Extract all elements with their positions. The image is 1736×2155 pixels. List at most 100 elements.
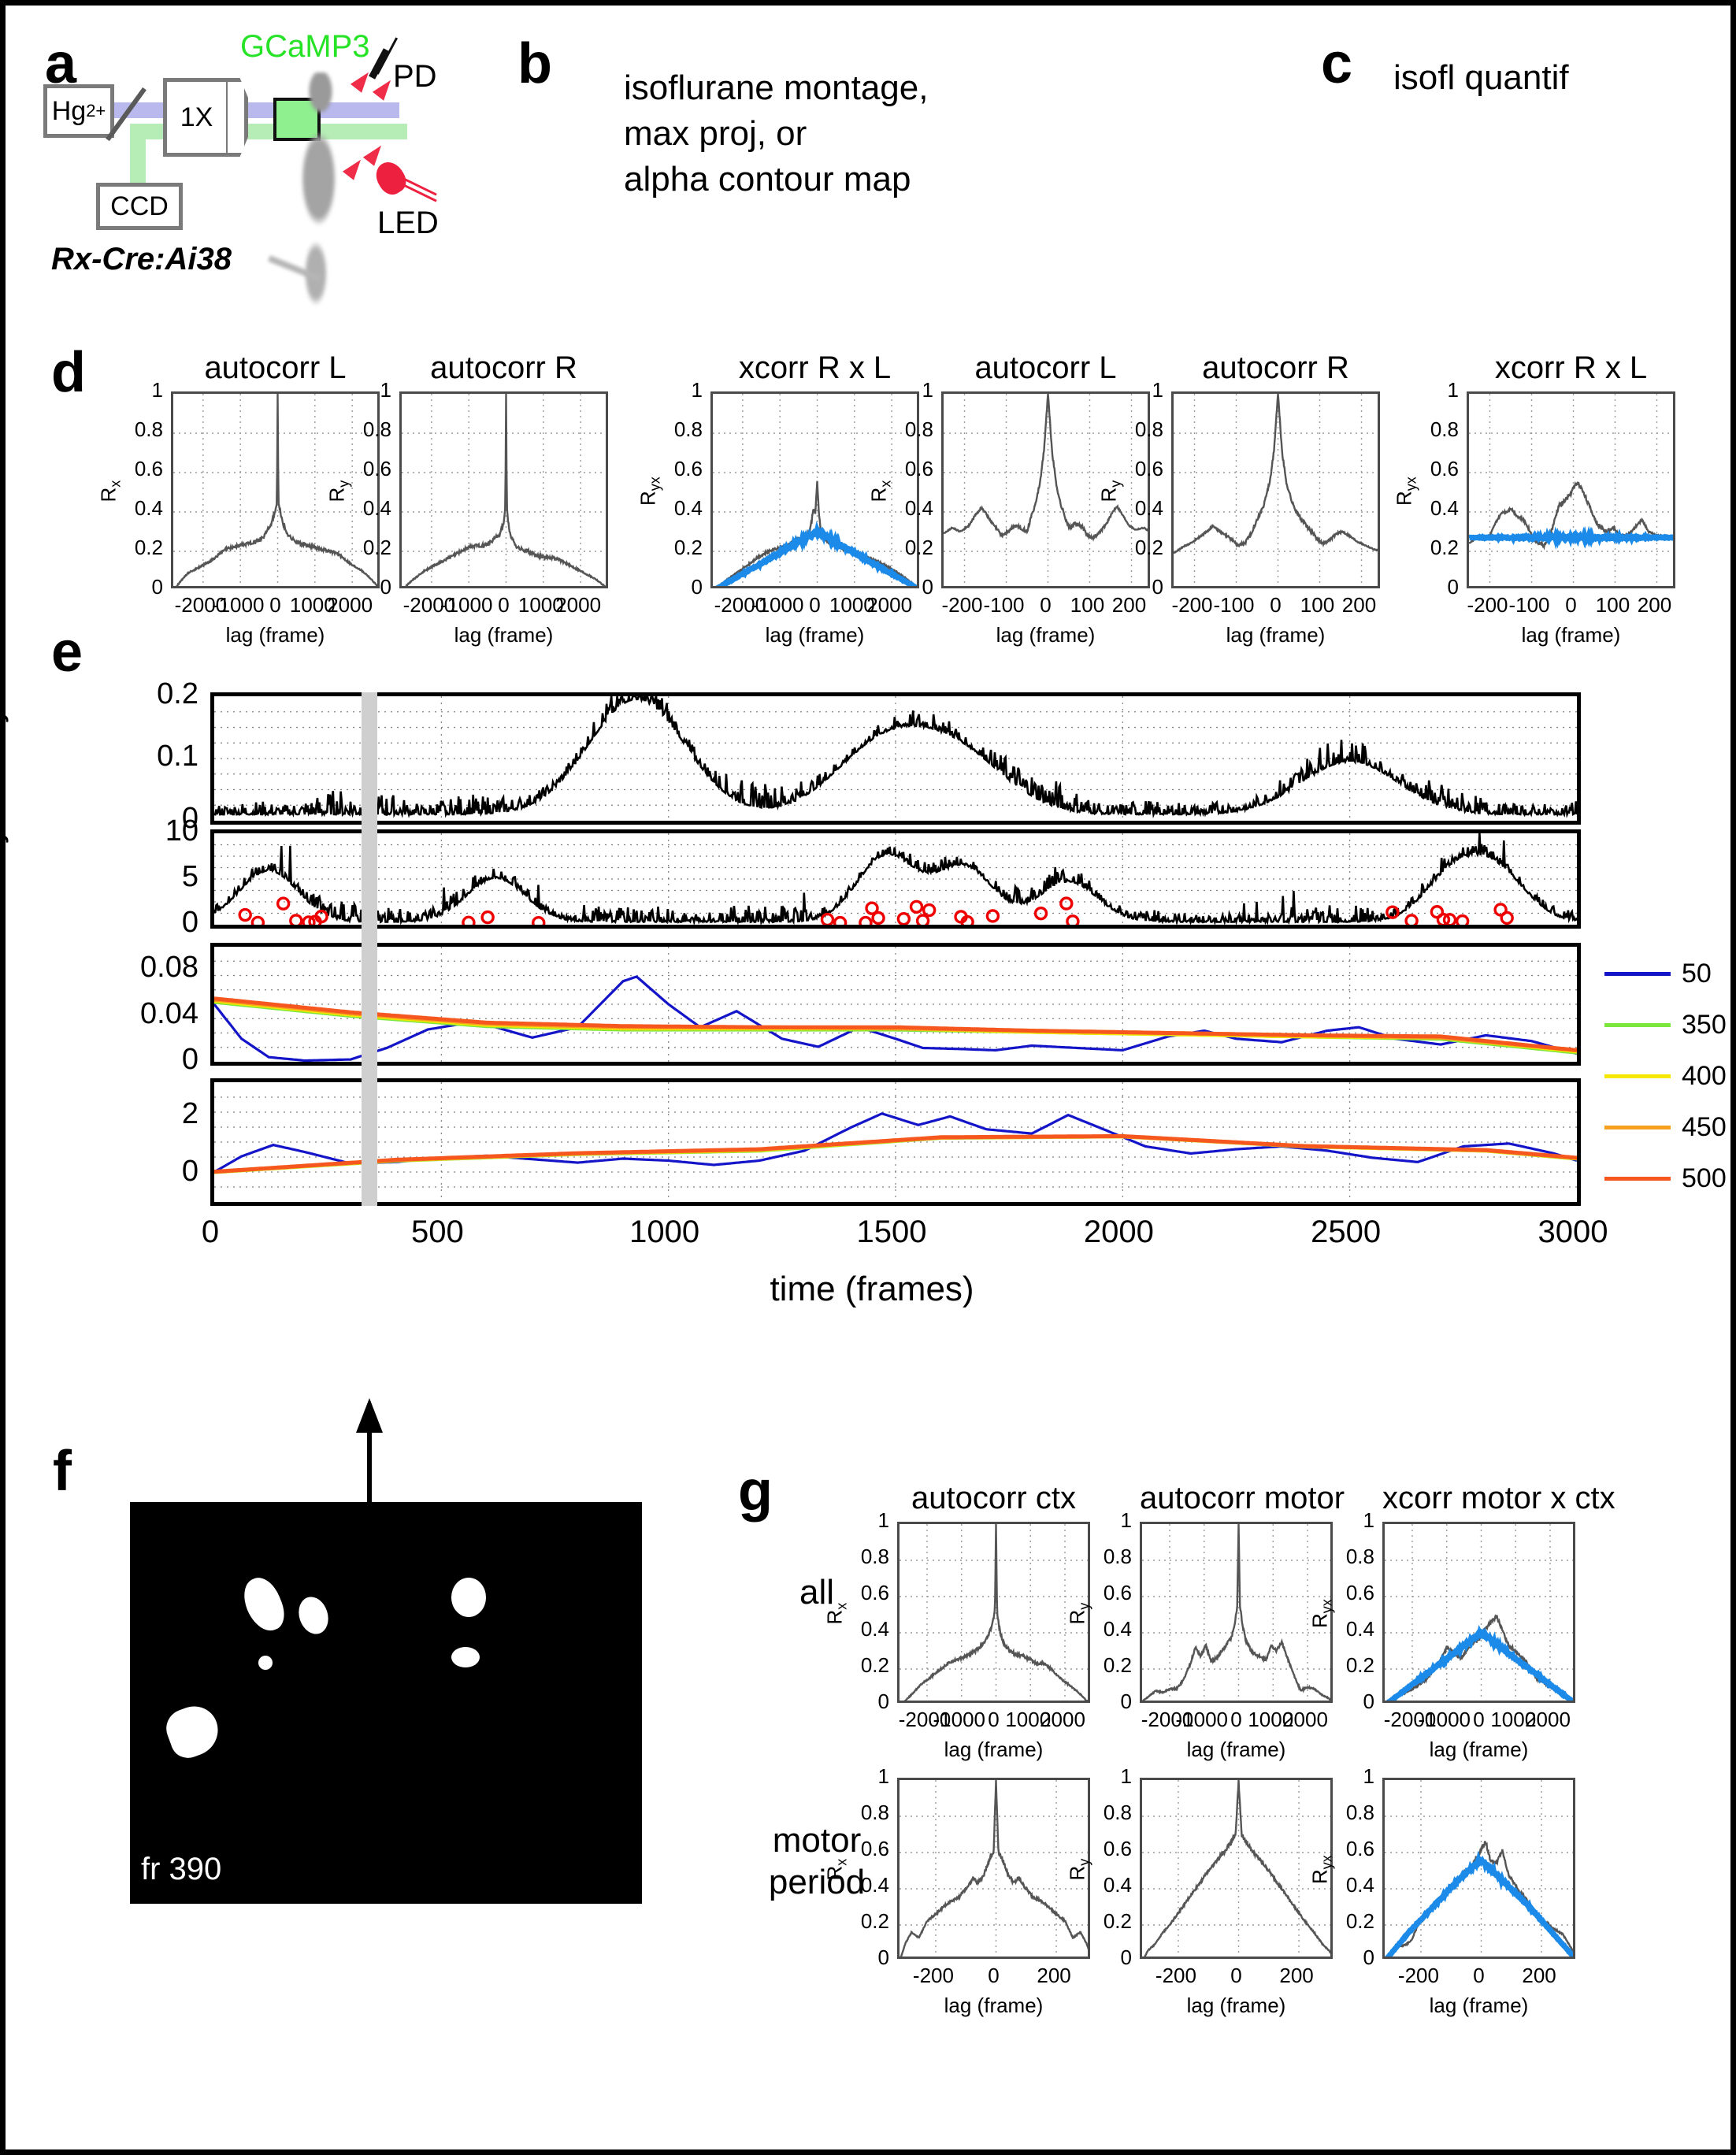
panel-d-plot-3-title: xcorr R x L	[738, 351, 892, 385]
panel-letter-b: b	[517, 32, 552, 95]
mercury-lamp-charge: 2+	[86, 101, 106, 121]
panel-d-plot-1-ytick: 0	[151, 575, 163, 599]
panel-d-plot-5-xtick: 200	[1341, 593, 1377, 617]
panel-a-diagram: Hg 2+ 1X CCD GCaMP3 PD LED	[37, 29, 494, 321]
panel-d-plot-5-xtick: 0	[1270, 593, 1282, 617]
panel-e-xtick: 3000	[1538, 1215, 1608, 1249]
panel-g-plot-3-xtick: 2000	[1525, 1708, 1571, 1731]
legend-entry-500: 500	[1604, 1163, 1727, 1194]
panel-g-plot-6-ytick: 0.8	[1345, 1801, 1374, 1824]
panel-g-plot-4-ytick: 0	[877, 1945, 889, 1969]
legend-label: 450	[1682, 1112, 1727, 1142]
panel-g-plot-3-ytick: 0.8	[1345, 1545, 1374, 1568]
legend-label: 350	[1682, 1010, 1727, 1040]
panel-d-plot-6-xtick: 200	[1637, 593, 1672, 617]
panel-d-plot-5-ytick: 0.2	[1134, 536, 1163, 559]
panel-d-plot-4-ytick: 0.6	[904, 457, 933, 480]
panel-g-plot-4-xlabel: lag (frame)	[944, 1994, 1044, 2017]
panel-d-plot-4-xtick: 200	[1111, 593, 1147, 617]
panel-letter-e: e	[51, 621, 83, 684]
panel-d-plot-5-axes	[1171, 391, 1380, 588]
panel-d-plot-2-ytick: 0.8	[362, 417, 391, 441]
panel-d-plot-2-axes	[399, 391, 608, 588]
panel-g-plot-6-xlabel: lag (frame)	[1429, 1994, 1529, 2017]
panel-g-plot-4-ytick: 0.6	[860, 1837, 889, 1860]
frame-marker-arrow-head	[356, 1398, 383, 1433]
emission-beam-vertical	[130, 124, 146, 198]
panel-d-plot-6-xtick: -100	[1508, 593, 1550, 617]
panel-g-row-label-period: period	[768, 1863, 866, 1901]
panel-d-plot-6-ytick: 0.6	[1430, 457, 1459, 480]
panel-d-plot-2: autocorr R 0 0.2 0.4 0.6 0.8 1 -2000 -1000 0 1000 2…	[325, 351, 608, 647]
panel-d-plot-6-xlabel: lag (frame)	[1521, 623, 1621, 647]
panel-d-plot-1-ytick: 0.2	[134, 536, 163, 559]
panel-e-x-axis-label: time (frames)	[770, 1270, 974, 1308]
legend-swatch	[1604, 1177, 1671, 1181]
ccd-label: CCD	[110, 191, 169, 221]
panel-g-plot-3-ytick: 0.6	[1345, 1581, 1374, 1604]
panel-d-plot-2-xtick: -2000	[402, 593, 456, 617]
panel-d-plot-1-xtick: 0	[269, 593, 281, 617]
panel-g-plot-6-ytick: 1	[1363, 1764, 1374, 1788]
blob-4	[161, 1699, 225, 1764]
panel-g-plot-2-title: autocorr motor	[1140, 1481, 1345, 1515]
panel-e-ytick: 10	[165, 814, 198, 848]
blob-6	[451, 1647, 480, 1667]
panel-g-plot-6-ytick: 0.6	[1345, 1837, 1374, 1860]
panel-d-plot-6-ytick: 0.4	[1430, 496, 1459, 520]
panel-d-plot-3-ylabel: Ryx	[636, 477, 663, 506]
panel-g-plot-6-axes	[1382, 1778, 1575, 1959]
panel-d-plot-4-title: autocorr L	[974, 351, 1117, 385]
panel-d-plot-1-axes	[171, 391, 380, 588]
panel-g-plot-2-ylabel: Ry	[1065, 1602, 1092, 1625]
panel-d-plot-2-title: autocorr R	[430, 351, 577, 385]
panel-g-plot-4-xtick: 0	[988, 1964, 1000, 1987]
panel-g-plot-3-xlabel: lag (frame)	[1429, 1738, 1529, 1761]
panel-d-plot-3-xtick: 1000	[829, 593, 875, 617]
panel-e-ytick: 0	[181, 906, 198, 939]
panel-g-plot-5-ytick: 1	[1120, 1764, 1132, 1788]
panel-d-plot-3-ytick: 0.2	[673, 536, 703, 559]
panel-g-plot-3-ytick: 0	[1363, 1690, 1374, 1713]
panel-e-xtick: 2000	[1083, 1215, 1154, 1249]
panel-letter-d: d	[51, 341, 86, 404]
panel-d-plot-3-axes	[710, 391, 919, 588]
panel-g-plot-6-ylabel: Ryx	[1308, 1855, 1335, 1884]
panel-g-plot-5-axes	[1140, 1778, 1333, 1959]
panel-g-plot-2-ytick: 0	[1120, 1690, 1132, 1713]
legend-swatch	[1604, 1126, 1671, 1129]
panel-e-ytick: 0.2	[157, 677, 198, 710]
panel-e-ytick: 0.04	[140, 996, 198, 1030]
panel-g-plot-3-axes	[1382, 1522, 1575, 1703]
panel-d-plot-6-xtick: 100	[1595, 593, 1630, 617]
panel-e-xtick: 1500	[856, 1215, 927, 1249]
pd-label: PD	[393, 59, 437, 94]
blob-5	[451, 1578, 486, 1617]
legend-entry-50: 50	[1604, 959, 1727, 989]
panel-g-plot-6-ytick: 0	[1363, 1945, 1374, 1969]
panel-g-plot-3-ylabel: Ryx	[1308, 1599, 1335, 1628]
panel-e-ytick: 2	[181, 1097, 198, 1131]
panel-g-plot-3: xcorr motor x ctx 0 0.2 0.4 0.6 0.8 1 -2000 -100…	[1308, 1481, 1615, 1761]
genotype-label: Rx-Cre:Ai38	[51, 242, 232, 276]
panel-d-plot-1-ytick: 0.8	[134, 417, 163, 441]
ccd-box: CCD	[96, 183, 183, 230]
panel-g-plot-4-ytick: 0.8	[860, 1801, 889, 1824]
panel-g-plot-5: 0 0.2 0.4 0.6 0.8 1 -200 0 200 Ry lag (frame)	[1065, 1764, 1333, 2017]
panel-g-plot-2-ytick: 0.6	[1103, 1581, 1132, 1604]
panel-g-plot-2-ytick: 0.2	[1103, 1653, 1132, 1677]
panel-d-plot-5-ylabel: Ry	[1096, 480, 1124, 503]
panel-g-plot-3-xtick: -1000	[1418, 1708, 1471, 1731]
panel-d-plot-3-ytick: 0.6	[673, 457, 703, 480]
mouse-silhouette	[273, 72, 368, 309]
panel-g-plot-4-ytick: 1	[877, 1764, 889, 1788]
panel-d-plot-4-axes	[941, 391, 1150, 588]
panel-g-plot-1-axes	[897, 1522, 1090, 1703]
panel-d-plot-1-xtick: -2000	[174, 593, 228, 617]
panel-e-xtick: 500	[410, 1215, 464, 1249]
panel-g-plot-3-title: xcorr motor x ctx	[1382, 1481, 1615, 1515]
legend-label: 50	[1682, 959, 1712, 988]
panel-f-frame-image: fr 390	[130, 1502, 642, 1904]
blob-1	[237, 1572, 291, 1637]
panel-b-line-1: isoflurane montage,	[624, 69, 929, 107]
